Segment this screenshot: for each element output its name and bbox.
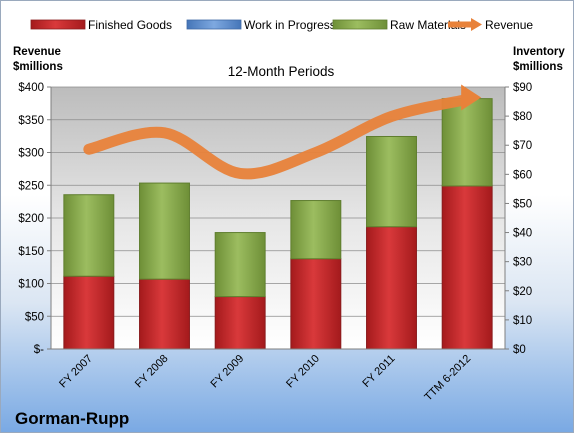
revenue-line-layer xyxy=(83,84,482,180)
legend: Finished Goods Work in Progress Raw Mate… xyxy=(30,18,533,32)
left-tick-label: $- xyxy=(34,344,44,356)
revenue-arrowhead xyxy=(461,84,482,111)
legend-swatch-finished-goods xyxy=(30,19,86,30)
gridlines xyxy=(51,86,505,317)
left-axis-title-line1: Revenue xyxy=(13,46,61,58)
bar-raw-materials-fy-2007 xyxy=(63,194,115,277)
legend-label-finished-goods: Finished Goods xyxy=(88,18,172,32)
bar-finished-goods-fy-2010 xyxy=(290,258,342,350)
legend-label-revenue: Revenue xyxy=(485,18,533,32)
category-label-fy-2007: FY 2007 xyxy=(57,353,95,391)
right-axis-ticks: $0 $10 $20 $30 $40 $50 $60 $70 $80 $90 xyxy=(505,82,532,356)
right-tick-label: $50 xyxy=(513,198,532,210)
right-axis-title-line1: Inventory xyxy=(513,46,565,58)
right-tick-label: $90 xyxy=(513,82,532,94)
left-tick-label: $300 xyxy=(18,148,44,160)
left-tick-label: $50 xyxy=(25,311,44,323)
right-tick-label: $70 xyxy=(513,140,532,152)
legend-swatch-work-in-progress xyxy=(186,19,242,30)
bar-finished-goods-fy-2007 xyxy=(63,275,115,350)
bar-raw-materials-fy-2008 xyxy=(139,182,190,280)
left-axis-title-line2: $millions xyxy=(13,61,63,73)
revenue-line xyxy=(83,93,473,180)
bar-finished-goods-fy-2009 xyxy=(214,296,266,350)
category-label-fy-2008: FY 2008 xyxy=(133,353,171,391)
category-label-fy-2011: FY 2011 xyxy=(360,353,397,390)
right-tick-label: $60 xyxy=(513,169,532,181)
left-tick-label: $200 xyxy=(18,213,44,225)
chart-title: 12-Month Periods xyxy=(228,64,335,79)
category-label-fy-2010: FY 2010 xyxy=(284,353,322,391)
left-tick-label: $100 xyxy=(18,279,44,291)
left-axis-ticks: $- $50 $100 $150 $200 $250 $300 $350 $400 xyxy=(18,82,51,356)
bars-layer xyxy=(63,98,493,350)
legend-revenue-arrowhead xyxy=(471,18,482,31)
bar-raw-materials-fy-2010 xyxy=(290,200,342,260)
right-tick-label: $40 xyxy=(513,228,532,240)
legend-label-raw-materials: Raw Materials xyxy=(390,18,466,32)
right-axis-title-line2: $millions xyxy=(513,61,563,73)
bar-finished-goods-fy-2011 xyxy=(366,226,417,350)
bar-raw-materials-fy-2011 xyxy=(366,135,417,228)
right-tick-label: $30 xyxy=(513,257,532,269)
left-tick-label: $250 xyxy=(18,180,44,192)
category-axis-labels: FY 2007 FY 2008 FY 2009 FY 2010 FY 2011 TTM 6… xyxy=(57,353,473,404)
legend-swatch-raw-materials xyxy=(332,19,388,30)
left-tick-label: $400 xyxy=(18,82,44,94)
left-tick-label: $150 xyxy=(18,246,44,258)
right-tick-label: $80 xyxy=(513,111,532,123)
right-tick-label: $20 xyxy=(513,286,532,298)
right-tick-label: $0 xyxy=(513,344,526,356)
bar-finished-goods-ttm-6-2012 xyxy=(441,185,493,350)
bar-finished-goods-fy-2008 xyxy=(139,278,190,350)
legend-label-work-in-progress: Work in Progress xyxy=(244,18,336,32)
right-tick-label: $10 xyxy=(513,315,532,327)
company-name: Gorman-Rupp xyxy=(15,409,129,428)
bar-raw-materials-fy-2009 xyxy=(214,232,266,298)
category-label-fy-2009: FY 2009 xyxy=(209,353,247,391)
category-label-ttm-6-2012: TTM 6-2012 xyxy=(422,353,473,404)
left-tick-label: $350 xyxy=(18,115,44,127)
bar-raw-materials-ttm-6-2012 xyxy=(441,98,493,187)
